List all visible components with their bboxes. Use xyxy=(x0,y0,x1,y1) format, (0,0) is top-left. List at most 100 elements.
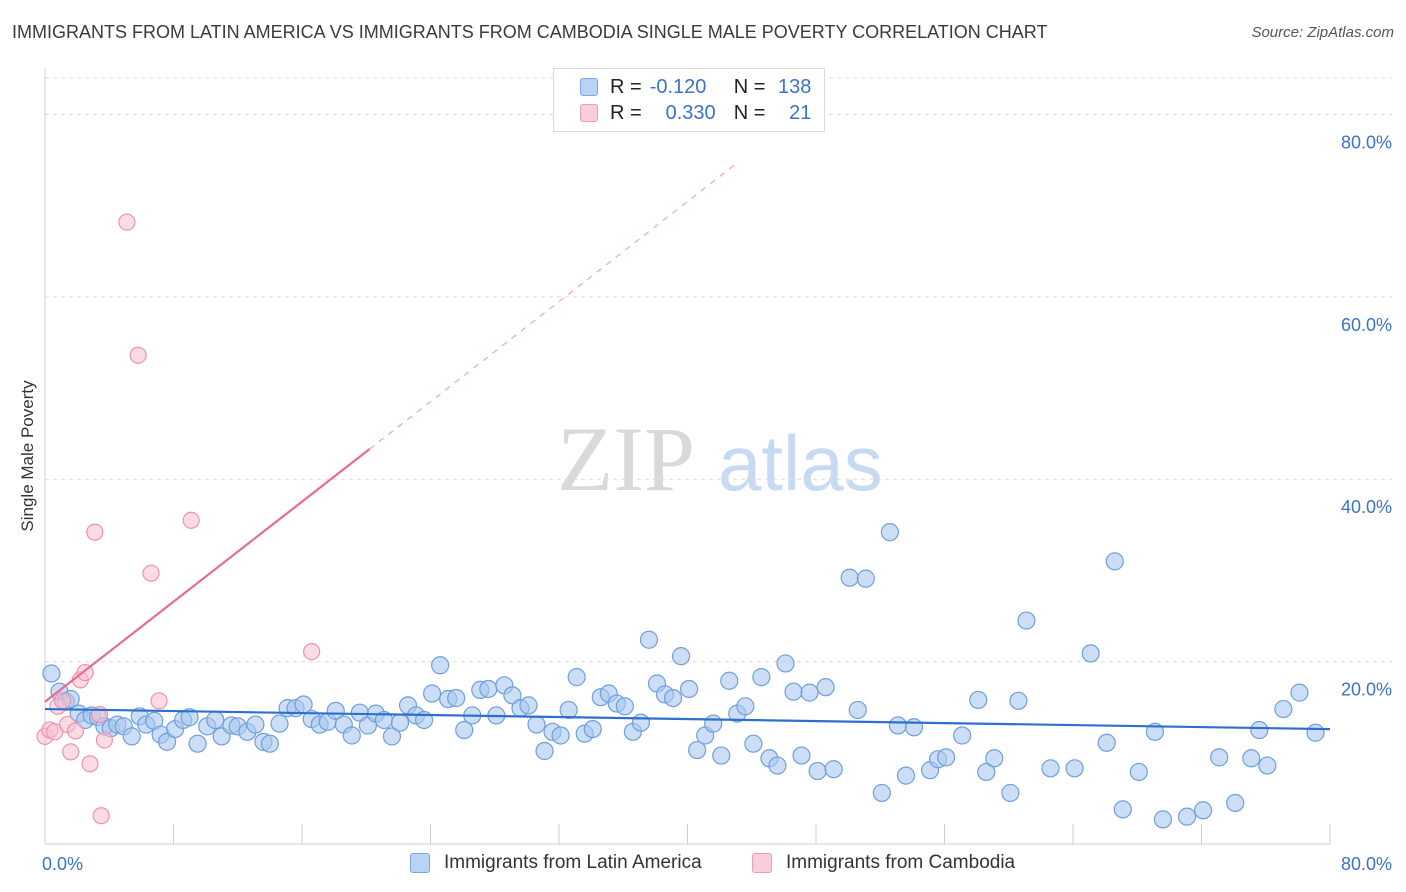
chart-title: IMMIGRANTS FROM LATIN AMERICA VS IMMIGRA… xyxy=(12,22,1048,42)
data-point-latin-america xyxy=(953,726,972,745)
data-point-latin-america xyxy=(800,683,819,702)
data-point-latin-america xyxy=(880,523,899,542)
data-point-latin-america xyxy=(260,734,279,753)
legend-row-cambodia: R = 0.330 N = 21 xyxy=(580,100,811,126)
data-point-latin-america xyxy=(1226,793,1245,813)
series-cambodia-points xyxy=(36,213,321,825)
watermark-zip: ZIP xyxy=(557,408,695,510)
x-tick-label: 0.0% xyxy=(42,854,83,874)
data-point-latin-america xyxy=(122,727,141,746)
bottom-legend-latin-america: Immigrants from Latin America xyxy=(410,852,702,874)
data-point-cambodia xyxy=(118,213,136,231)
data-point-latin-america xyxy=(840,568,859,587)
data-point-latin-america xyxy=(744,734,763,753)
trend-lines xyxy=(44,163,1331,731)
bottom-legend-label: Immigrants from Latin America xyxy=(444,852,702,873)
data-point-cambodia xyxy=(46,723,64,741)
data-point-cambodia xyxy=(66,722,85,740)
data-point-latin-america xyxy=(206,710,225,730)
data-point-latin-america xyxy=(736,697,755,716)
data-point-latin-america xyxy=(768,756,787,775)
bottom-legend-swatch-pink xyxy=(752,853,772,873)
data-point-latin-america xyxy=(1194,801,1213,820)
data-point-latin-america xyxy=(1041,759,1060,778)
data-point-latin-america xyxy=(551,726,570,745)
data-point-latin-america xyxy=(1242,749,1261,768)
y-tick-label: 60.0% xyxy=(1341,315,1392,335)
x-tick-label: 80.0% xyxy=(1341,854,1392,874)
gridlines xyxy=(45,77,1392,663)
data-point-cambodia xyxy=(81,755,99,773)
data-point-latin-america xyxy=(792,746,811,765)
data-point-latin-america xyxy=(1081,644,1100,663)
data-point-latin-america xyxy=(824,760,843,779)
series-latin-america-points xyxy=(42,523,1325,829)
data-point-latin-america xyxy=(42,664,61,683)
data-point-latin-america xyxy=(1001,783,1020,803)
legend-n-value: 21 xyxy=(789,101,812,124)
data-point-latin-america xyxy=(382,727,402,746)
trend-line-latin-america xyxy=(44,707,1331,731)
trend-line-cambodia-extension xyxy=(369,163,737,450)
data-point-latin-america xyxy=(390,713,410,732)
legend-row-latin-america: R = -0.120 N = 138 xyxy=(580,74,811,100)
data-point-latin-america xyxy=(1290,683,1309,702)
data-point-cambodia xyxy=(129,346,147,364)
data-point-latin-america xyxy=(1210,748,1229,767)
data-point-latin-america xyxy=(180,708,199,727)
data-point-latin-america xyxy=(567,668,586,687)
y-tick-label: 20.0% xyxy=(1341,680,1392,700)
data-point-cambodia xyxy=(182,511,200,529)
data-point-latin-america xyxy=(1129,762,1148,782)
data-point-latin-america xyxy=(1306,723,1325,742)
data-point-latin-america xyxy=(663,688,683,708)
data-point-latin-america xyxy=(1145,722,1165,741)
data-point-latin-america xyxy=(1177,807,1197,826)
data-point-latin-america xyxy=(455,720,474,740)
watermark: ZIP atlas xyxy=(557,408,883,510)
data-point-latin-america xyxy=(246,715,265,734)
data-point-latin-america xyxy=(808,761,827,781)
trend-line-cambodia xyxy=(44,448,371,703)
data-point-latin-america xyxy=(559,700,578,720)
data-point-latin-america xyxy=(1153,810,1173,829)
bottom-legend-cambodia: Immigrants from Cambodia xyxy=(752,852,1015,874)
data-point-latin-america xyxy=(712,746,731,765)
data-point-latin-america xyxy=(447,688,466,708)
legend-r-value: 0.330 xyxy=(665,101,716,124)
data-point-latin-america xyxy=(985,749,1004,768)
data-point-latin-america xyxy=(423,684,442,703)
data-point-latin-america xyxy=(752,668,771,687)
legend-r-label: R = xyxy=(610,101,642,124)
data-point-latin-america xyxy=(856,569,875,588)
data-point-latin-america xyxy=(1105,552,1124,571)
data-point-latin-america xyxy=(326,701,345,720)
data-point-cambodia xyxy=(142,564,160,582)
tick-labels: 20.0% 40.0% 60.0% 80.0% 0.0% 80.0% xyxy=(42,132,1392,874)
data-point-latin-america xyxy=(977,762,996,782)
axes xyxy=(44,68,1331,845)
correlation-legend: R = -0.120 N = 138 R = 0.330 N = 21 xyxy=(553,68,825,132)
data-point-latin-america xyxy=(639,630,659,649)
legend-n-value: 138 xyxy=(778,75,812,98)
data-point-latin-america xyxy=(704,714,723,733)
data-point-cambodia xyxy=(54,692,72,710)
data-point-latin-america xyxy=(816,678,835,697)
data-point-latin-america xyxy=(720,671,739,690)
data-point-latin-america xyxy=(1009,691,1028,710)
data-point-cambodia xyxy=(86,523,104,541)
data-point-latin-america xyxy=(1258,756,1277,775)
legend-swatch-blue xyxy=(580,78,598,96)
data-point-latin-america xyxy=(1097,733,1116,752)
y-tick-label: 40.0% xyxy=(1341,497,1392,517)
data-point-cambodia xyxy=(62,743,80,761)
data-point-latin-america xyxy=(937,748,956,767)
data-point-latin-america xyxy=(342,726,361,745)
data-point-latin-america xyxy=(527,715,546,734)
data-point-latin-america xyxy=(680,679,699,699)
data-point-latin-america xyxy=(904,718,924,737)
data-point-latin-america xyxy=(784,682,803,701)
legend-r-label: R = xyxy=(610,75,642,98)
data-point-cambodia xyxy=(95,731,114,749)
